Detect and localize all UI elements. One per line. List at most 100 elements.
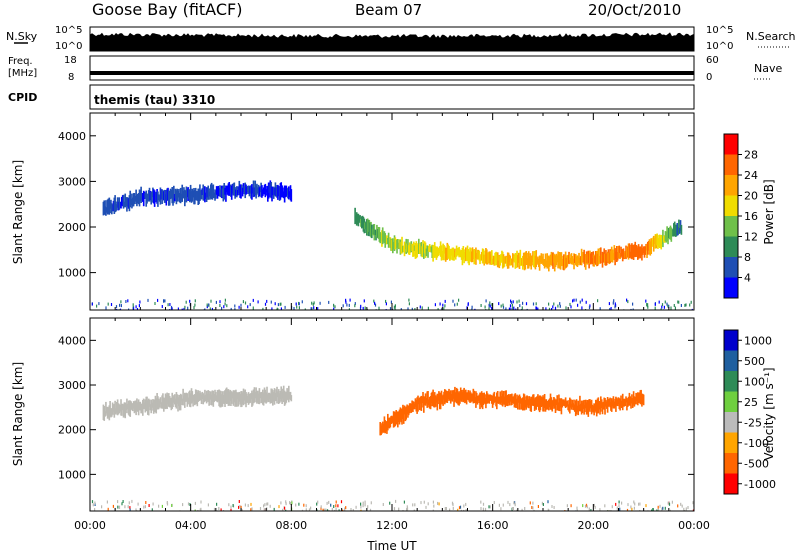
velocity-nearrange-mark [630, 505, 632, 509]
power-scatter-mark [574, 254, 576, 263]
velocity-scatter-mark [148, 399, 151, 407]
power-scatter-mark [409, 245, 412, 253]
velocity-nearrange-mark [652, 508, 654, 511]
power-nearrange-mark [247, 305, 249, 309]
power-scatter-mark [215, 186, 218, 195]
power-nearrange-mark [535, 302, 537, 306]
power-scatter-mark [358, 215, 361, 222]
velocity-nearrange-mark [238, 505, 240, 509]
velocity-nearrange-mark [251, 507, 253, 511]
power-nearrange-mark [167, 303, 169, 307]
power-nearrange-mark [456, 302, 458, 306]
power-nearrange-mark [626, 298, 628, 302]
power-nearrange-mark [570, 305, 572, 309]
velocity-scatter-mark [616, 399, 619, 407]
power-nearrange-mark [136, 308, 139, 310]
power-nearrange-mark [677, 300, 679, 304]
power-nearrange-mark [667, 304, 669, 308]
power-scatter-mark [140, 186, 142, 203]
power-scatter-mark [548, 255, 550, 272]
power-scatter-mark [189, 184, 192, 201]
power-nearrange-mark [280, 302, 282, 306]
velocity-scatter-mark [172, 395, 174, 407]
power-scatter-mark [679, 220, 682, 231]
velocity-nearrange-mark [463, 509, 465, 511]
power-nearrange-mark [181, 308, 183, 310]
velocity-scatter-mark [243, 390, 246, 401]
power-colorbar-swatch-3 [724, 195, 738, 217]
power-scatter-mark [474, 250, 476, 259]
velocity-nearrange-mark [352, 509, 354, 511]
power-scatter-mark [267, 182, 270, 199]
power-scatter-mark [569, 254, 571, 261]
velocity-nearrange-mark [664, 506, 666, 510]
power-nearrange-mark [280, 307, 282, 310]
power-nearrange-mark [597, 299, 599, 303]
velocity-scatter-mark [476, 396, 479, 405]
freq-trace [90, 71, 694, 75]
velocity-nearrange-mark [489, 505, 491, 509]
velocity-nearrange-mark [406, 508, 408, 511]
power-nearrange-mark [98, 302, 100, 306]
power-scatter-mark [660, 234, 663, 250]
power-nearrange-mark [661, 305, 663, 309]
power-scatter-mark [110, 199, 112, 214]
velocity-nearrange-mark [121, 502, 123, 506]
power-colorbar-tick-label-3: 16 [744, 210, 758, 223]
velocity-nearrange-mark [335, 504, 337, 508]
velocity-nearrange-mark [263, 508, 265, 511]
power-scatter-mark [439, 241, 442, 257]
velocity-scatter-mark [126, 403, 129, 410]
power-colorbar-swatch-5 [724, 236, 738, 258]
power-nearrange-mark [301, 300, 303, 304]
velocity-nearrange-mark [266, 502, 268, 506]
power-nearrange-mark [454, 303, 456, 307]
power-scatter-mark [174, 188, 177, 199]
power-nearrange-mark [526, 308, 528, 310]
power-nearrange-mark [105, 306, 107, 310]
power-colorbar-tick-label-6: 28 [744, 149, 758, 162]
velocity-scatter-mark [535, 397, 538, 410]
power-nearrange-mark [519, 304, 521, 308]
velocity-nearrange-mark [238, 500, 240, 503]
velocity-colorbar-tick-label-6: -500 [744, 457, 769, 470]
power-scatter-mark [168, 190, 170, 206]
power-scatter-mark [252, 180, 255, 198]
velocity-nearrange-mark [305, 508, 307, 511]
velocity-nearrange-mark [152, 502, 154, 506]
velocity-scatter-mark [159, 397, 162, 404]
velocity-nearrange-mark [480, 500, 482, 504]
velocity-nearrange-mark [452, 506, 454, 510]
power-scatter-mark [539, 256, 542, 263]
power-scatter-mark [435, 247, 438, 260]
power-scatter-mark [653, 238, 656, 244]
power-scatter-mark [228, 182, 231, 196]
velocity-nearrange-mark [507, 500, 509, 504]
power-nearrange-mark [537, 307, 539, 310]
power-nearrange-mark [298, 306, 300, 310]
power-scatter-mark [449, 248, 451, 261]
velocity-nearrange-mark [423, 500, 425, 504]
velocity-scatter-mark [619, 398, 621, 411]
power-scatter-mark [470, 248, 472, 262]
velocity-nearrange-mark [482, 507, 484, 511]
velocity-scatter-mark [207, 390, 210, 402]
power-scatter-mark [152, 189, 155, 204]
velocity-nearrange-mark [542, 503, 544, 506]
velocity-scatter-mark [457, 392, 460, 406]
velocity-scatter-mark [177, 394, 179, 412]
velocity-nearrange-mark [551, 505, 553, 508]
power-scatter-mark [586, 253, 589, 265]
velocity-nearrange-mark [633, 500, 635, 504]
power-nearrange-mark [471, 308, 473, 310]
power-nearrange-mark [458, 298, 460, 302]
power-colorbar-label: Power [dB] [762, 179, 776, 244]
power-nearrange-mark [238, 305, 240, 309]
velocity-scatter-mark [590, 399, 593, 415]
power-nearrange-mark [670, 306, 672, 310]
velocity-scatter-mark [220, 390, 222, 408]
power-nearrange-mark [599, 307, 601, 310]
power-scatter-mark [424, 242, 427, 258]
power-nearrange-mark [157, 298, 159, 302]
power-scatter-mark [530, 256, 533, 270]
